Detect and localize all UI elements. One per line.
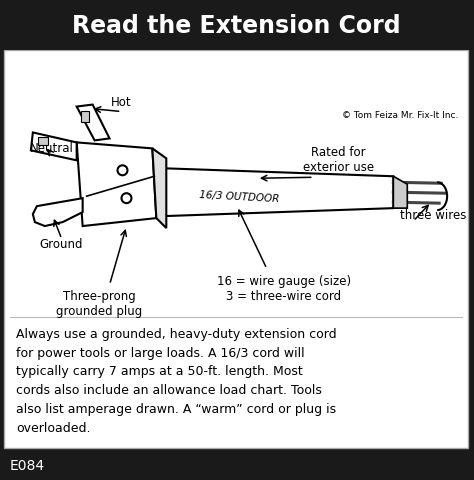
Polygon shape: [33, 199, 82, 227]
Text: typically carry 7 amps at a 50-ft. length. Most: typically carry 7 amps at a 50-ft. lengt…: [16, 365, 303, 378]
Bar: [0, 1, 472, 51]
Bar: [4, 51, 468, 448]
Text: also list amperage drawn. A “warm” cord or plug is: also list amperage drawn. A “warm” cord …: [16, 403, 336, 416]
Polygon shape: [393, 177, 407, 209]
Text: Read the Extension Cord: Read the Extension Cord: [72, 14, 401, 38]
Text: Neutral: Neutral: [30, 142, 74, 155]
Bar: [0, 451, 472, 479]
Polygon shape: [164, 169, 393, 216]
Text: 16/3 OUTDOOR: 16/3 OUTDOOR: [199, 190, 279, 204]
Text: Rated for
exterior use: Rated for exterior use: [303, 146, 374, 174]
Text: Hot: Hot: [111, 96, 132, 109]
Polygon shape: [152, 149, 166, 228]
Text: overloaded.: overloaded.: [16, 421, 91, 434]
Text: for power tools or large loads. A 16/3 cord will: for power tools or large loads. A 16/3 c…: [16, 346, 305, 359]
Circle shape: [118, 166, 128, 176]
Text: E084: E084: [10, 458, 45, 472]
Circle shape: [121, 194, 131, 204]
Text: 16 = wire gauge (size)
3 = three-wire cord: 16 = wire gauge (size) 3 = three-wire co…: [217, 274, 351, 302]
Bar: [38, 138, 48, 146]
Text: Ground: Ground: [40, 238, 83, 251]
Polygon shape: [77, 143, 156, 227]
Text: Three-prong
grounded plug: Three-prong grounded plug: [56, 289, 143, 317]
Polygon shape: [31, 133, 77, 161]
Text: cords also include an allowance load chart. Tools: cords also include an allowance load cha…: [16, 384, 322, 396]
Text: Always use a grounded, heavy-duty extension cord: Always use a grounded, heavy-duty extens…: [16, 327, 337, 340]
Text: three wires: three wires: [400, 208, 466, 221]
Text: © Tom Feiza Mr. Fix-It Inc.: © Tom Feiza Mr. Fix-It Inc.: [342, 111, 458, 120]
Bar: [81, 111, 89, 123]
Polygon shape: [77, 105, 109, 141]
